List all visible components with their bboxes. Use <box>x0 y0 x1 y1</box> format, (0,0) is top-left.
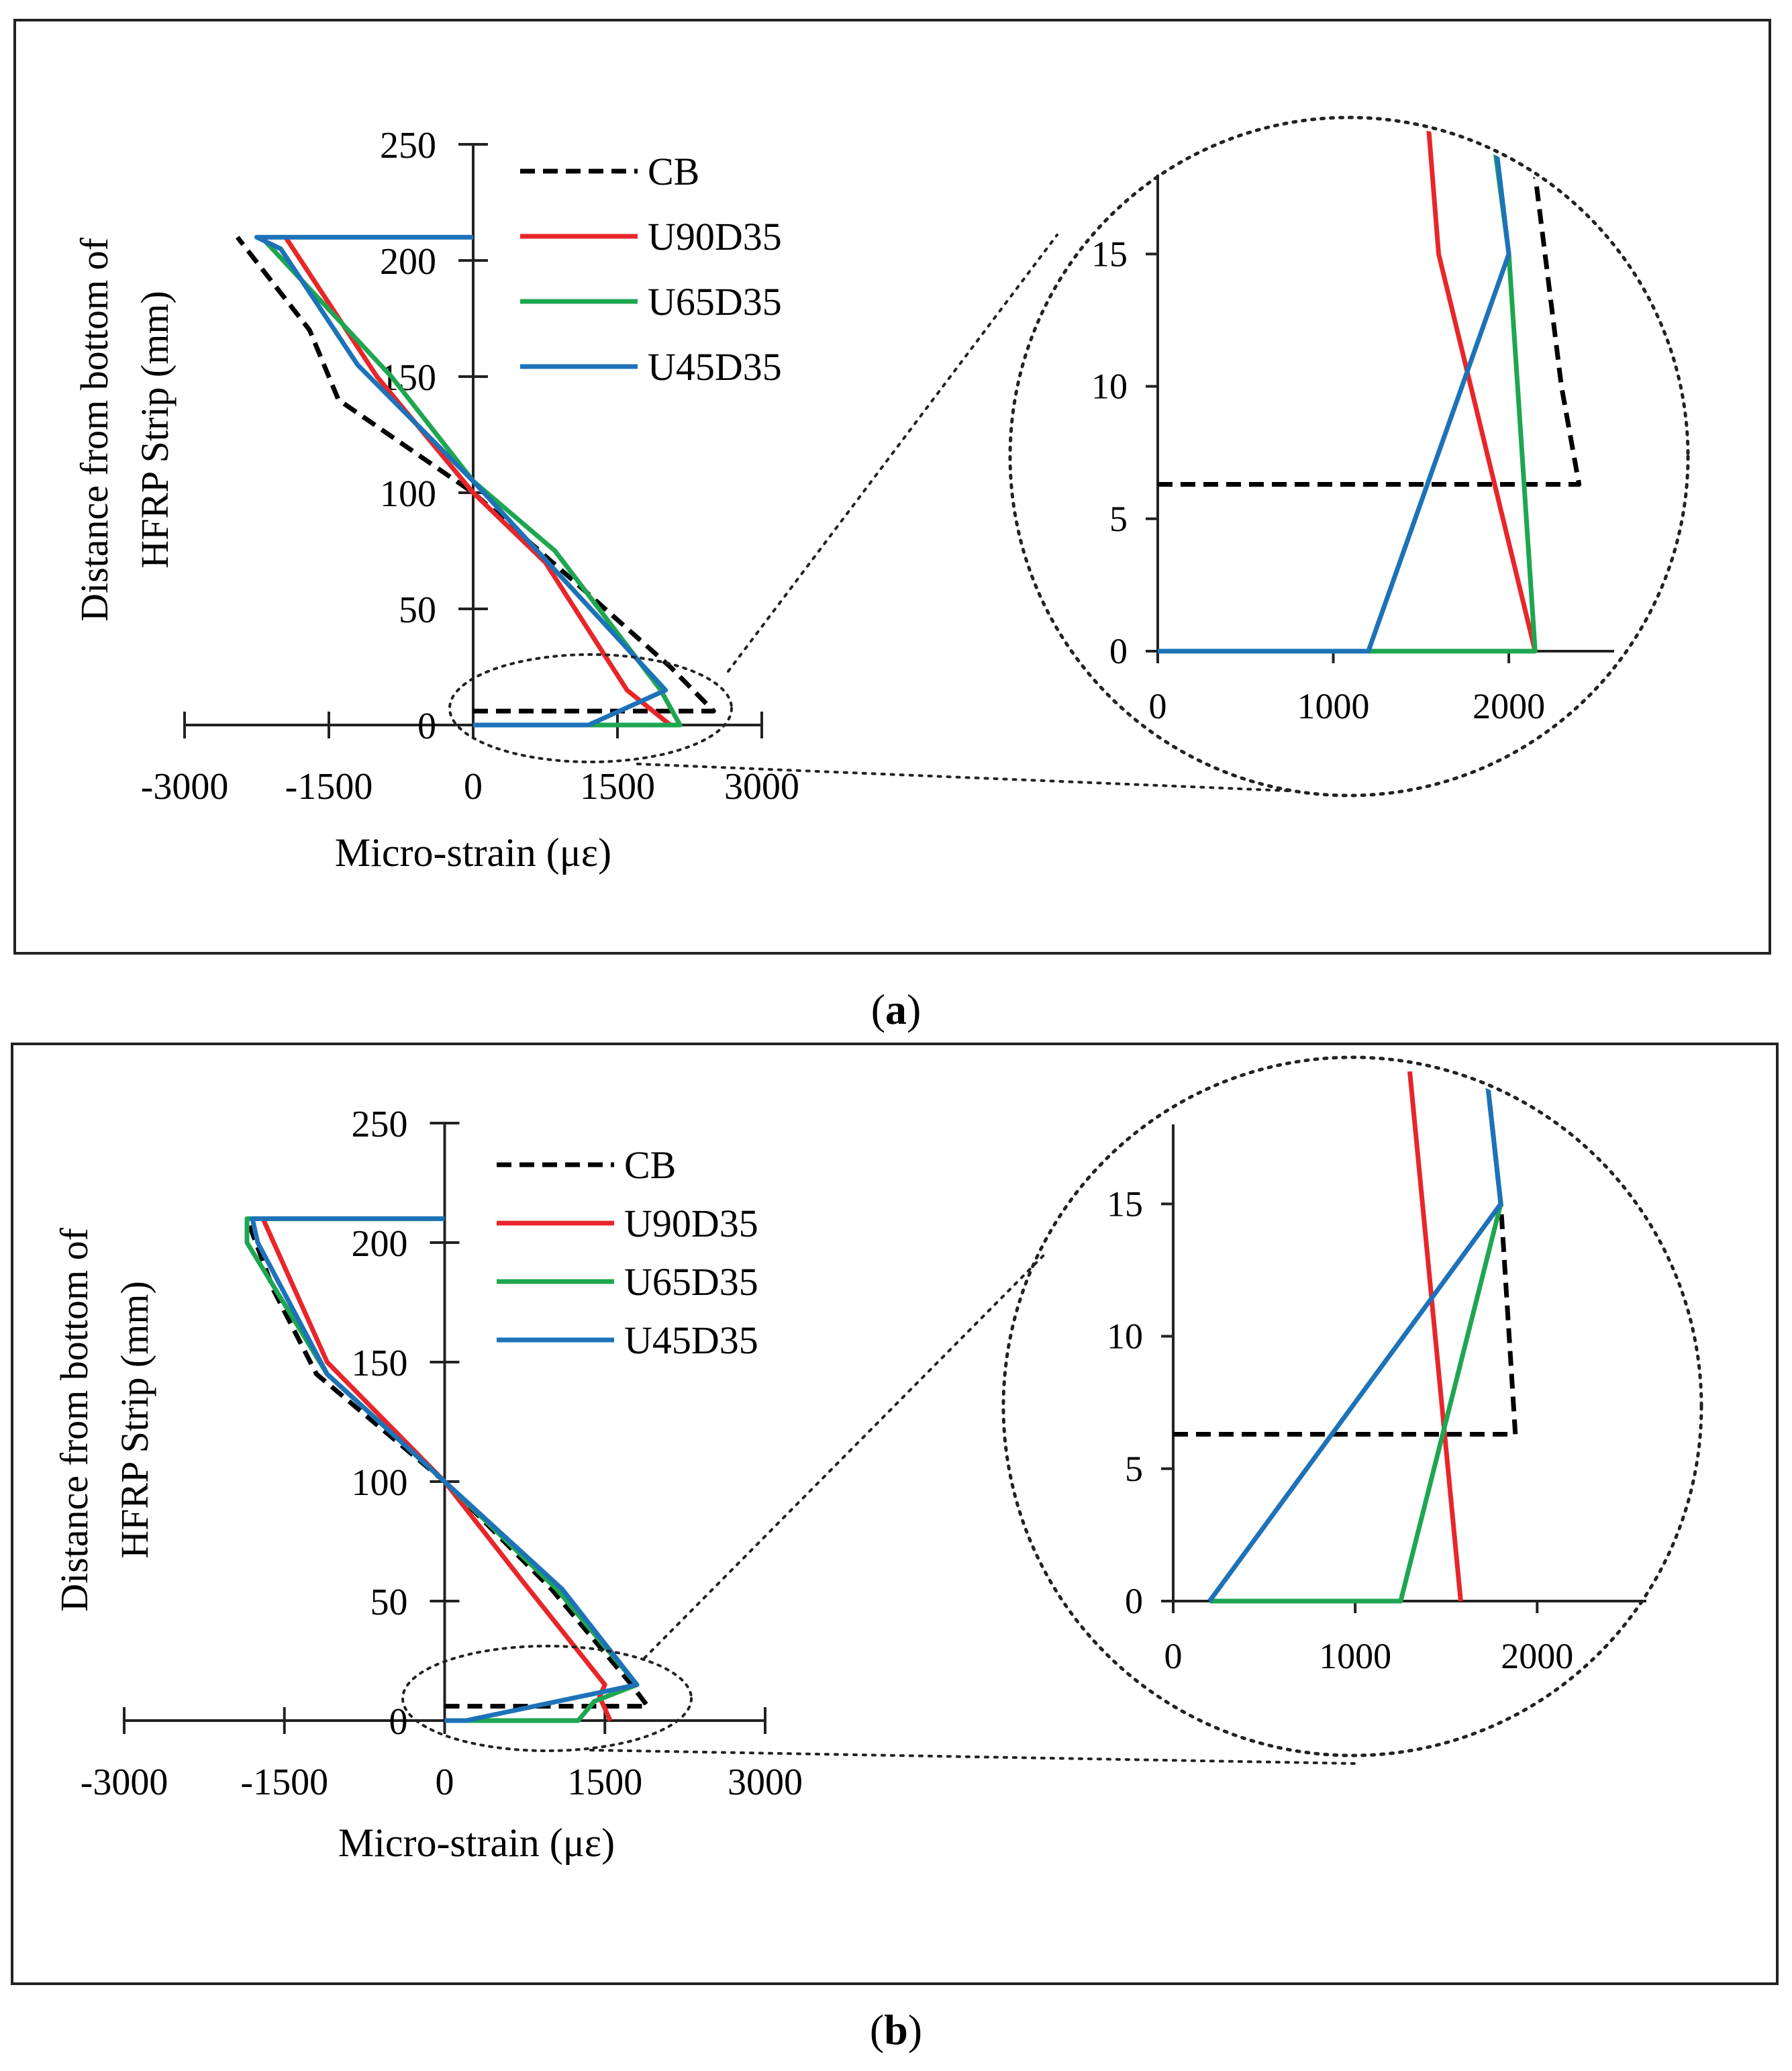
legend-label: U90D35 <box>648 215 782 258</box>
inset-x-tick-label: 2000 <box>1473 686 1545 726</box>
legend-label: CB <box>624 1143 676 1187</box>
inset-y-tick-label: 0 <box>1125 1581 1143 1621</box>
y-tick-label: 150 <box>352 1343 408 1384</box>
legend-label: U45D35 <box>648 345 782 389</box>
inset-y-tick-label: 15 <box>1091 234 1128 274</box>
inset-series <box>1158 122 1582 654</box>
series-line-u65d35 <box>244 1216 640 1723</box>
inset-series-line-u45d35 <box>1207 1071 1503 1603</box>
panel-a-ylabel-line2: HFRP Strip (mm) <box>133 291 177 569</box>
panel-b-ylabel-line1: Distance from bottom of <box>52 1227 96 1612</box>
inset-series-line-u65d35 <box>1209 1071 1503 1604</box>
panel-b-caption: (b) <box>870 2006 922 2054</box>
panel-b-frame <box>11 1043 1779 1985</box>
inset-x-tick-label: 1000 <box>1297 686 1370 726</box>
inset-y-tick-label: 10 <box>1091 367 1128 407</box>
inset-x-tick-label: 0 <box>1149 686 1167 726</box>
zoom-circle <box>1008 115 1690 798</box>
panel-a-caption: (a) <box>871 985 922 1033</box>
x-tick-label: 1500 <box>567 1762 642 1803</box>
inset-x-tick-label: 1000 <box>1319 1636 1391 1676</box>
y-tick-label: 200 <box>352 1223 408 1265</box>
y-tick-label: 250 <box>380 125 436 166</box>
x-tick-label: -3000 <box>141 766 229 808</box>
series-line-u90d35 <box>260 1217 613 1722</box>
inset-series-line-u90d35 <box>1426 122 1538 652</box>
inset-series-line-u65d35 <box>1368 122 1538 654</box>
series-line-u90d35 <box>283 236 672 727</box>
panel-a-ylabel-line1: Distance from bottom of <box>72 237 116 622</box>
legend-label: CB <box>648 150 699 193</box>
inset-y-tick-label: 15 <box>1107 1184 1143 1224</box>
series-line-u65d35 <box>260 236 683 728</box>
zoom-leader-line <box>727 234 1058 673</box>
x-tick-label: 3000 <box>728 1762 803 1803</box>
legend-label: U45D35 <box>624 1318 758 1362</box>
inset-y-tick-label: 10 <box>1107 1316 1143 1357</box>
zoom-leader-line <box>643 1254 1045 1659</box>
legend-label: U65D35 <box>624 1260 758 1304</box>
inset-series-line-u90d35 <box>1407 1071 1463 1602</box>
y-tick-label: 100 <box>352 1462 408 1504</box>
inset-x-tick-label: 2000 <box>1501 1636 1573 1676</box>
y-tick-label: 50 <box>399 589 436 631</box>
x-tick-label: -1500 <box>285 766 373 808</box>
x-tick-label: 0 <box>464 766 483 808</box>
inset-y-tick-label: 5 <box>1125 1449 1143 1489</box>
x-tick-label: 3000 <box>724 766 799 808</box>
y-tick-label: 100 <box>380 473 436 515</box>
plots: -3000 -1500 0 1500 3000050100150200250CBU90D… <box>81 115 1703 1803</box>
series-line-cb <box>236 236 716 714</box>
zoom-leader-line <box>589 1749 1357 1765</box>
inset-x-tick-label: 0 <box>1164 1636 1183 1676</box>
panel-b: Micro-strain (με) Distance from bottom o… <box>52 1227 922 2054</box>
zoom-ellipse <box>401 1645 693 1752</box>
inset-series-line-cb <box>1158 174 1582 487</box>
zoom-circle <box>1001 1055 1703 1757</box>
series-line-u45d35 <box>250 1216 640 1723</box>
series-line-u45d35 <box>254 234 668 728</box>
panel-a-xlabel: Micro-strain (με) <box>335 830 611 875</box>
panel-a: Micro-strain (με) Distance from bottom o… <box>72 237 921 1033</box>
legend-label: U65D35 <box>648 280 782 324</box>
inset-y-tick-label: 0 <box>1109 631 1128 671</box>
y-tick-label: 250 <box>352 1104 408 1145</box>
x-tick-label: 1500 <box>580 766 655 808</box>
inset-y-tick-label: 5 <box>1109 499 1128 539</box>
panel-b-chart: -3000 -1500 0 1500 3000050100150200250CBU90D… <box>81 1055 1703 1803</box>
x-tick-label: -1500 <box>240 1762 328 1803</box>
panel-a-frame <box>13 19 1771 955</box>
panel-b-xlabel: Micro-strain (με) <box>338 1821 615 1865</box>
x-tick-label: 0 <box>436 1762 454 1803</box>
y-tick-label: 0 <box>417 706 436 747</box>
zoom-ellipse <box>448 653 733 763</box>
zoom-inset: 0 1000 2000 0 5 10 15 <box>1107 1071 1646 1676</box>
y-tick-label: 200 <box>380 241 436 283</box>
legend-label: U90D35 <box>624 1202 758 1245</box>
inset-series-line-u45d35 <box>1158 122 1511 654</box>
x-tick-label: -3000 <box>81 1762 168 1803</box>
panel-b-ylabel-line2: HFRP Strip (mm) <box>113 1281 156 1559</box>
inset-series <box>1173 1071 1518 1604</box>
y-tick-label: 50 <box>370 1582 408 1623</box>
panel-a-chart: -3000 -1500 0 1500 3000050100150200250CBU90D… <box>141 115 1690 808</box>
zoom-inset: 0 1000 2000 0 5 10 15 <box>1091 122 1614 726</box>
series-line-cb <box>244 1218 650 1709</box>
